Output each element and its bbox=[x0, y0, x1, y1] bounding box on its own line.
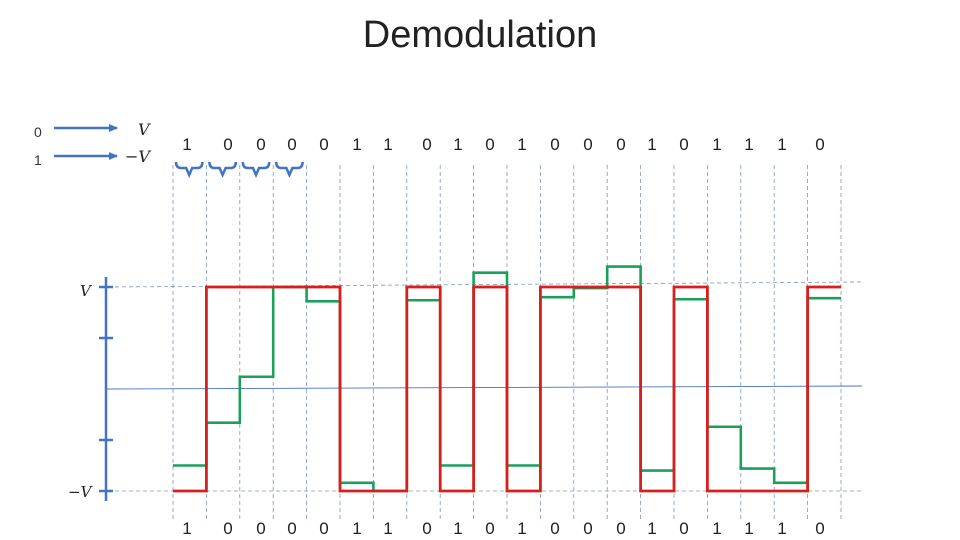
symbol-brace bbox=[208, 161, 238, 179]
bit-label-bottom: 1 bbox=[647, 519, 656, 538]
bit-label-bottom: 0 bbox=[422, 519, 431, 538]
bit-label-bottom: 1 bbox=[453, 519, 462, 538]
diagram-title: Demodulation bbox=[362, 14, 598, 56]
axis-layer bbox=[99, 277, 113, 501]
bit-label-top: 0 bbox=[319, 135, 328, 154]
bit-label-top: 0 bbox=[287, 135, 296, 154]
legend-one-label: 1 bbox=[34, 152, 42, 168]
bit-label-bottom: 1 bbox=[744, 519, 753, 538]
legend-zero-label: 0 bbox=[34, 124, 42, 140]
bit-label-bottom: 0 bbox=[679, 519, 688, 538]
bit-label-top: 1 bbox=[352, 135, 361, 154]
bit-label-bottom: 1 bbox=[352, 519, 361, 538]
bit-label-top: 1 bbox=[182, 135, 191, 154]
bit-label-top: 1 bbox=[712, 135, 721, 154]
bit-label-top: 1 bbox=[517, 135, 526, 154]
bit-label-top: 1 bbox=[744, 135, 753, 154]
bit-label-top: 0 bbox=[616, 135, 625, 154]
bit-label-top: 0 bbox=[485, 135, 494, 154]
bit-label-top: 1 bbox=[647, 135, 656, 154]
bit-label-bottom: 1 bbox=[182, 519, 191, 538]
legend: 0 1 V −V bbox=[34, 120, 151, 168]
grid-layer bbox=[105, 165, 863, 520]
bit-label-top: 0 bbox=[815, 135, 824, 154]
symbol-brace bbox=[241, 161, 271, 179]
symbol-brace bbox=[274, 161, 304, 179]
bit-label-bottom: 0 bbox=[223, 519, 232, 538]
label-layer: 1 0 0 0 0 1 1 0 1 0 1 0 0 0 1 0 1 1 1 0 1 0 0 0 0 1 1 0 1 0 1 0 0 0 1 0 1 1 1 0 bbox=[174, 135, 825, 538]
bit-label-top: 1 bbox=[453, 135, 462, 154]
bit-label-bottom: 0 bbox=[616, 519, 625, 538]
bit-label-top: 0 bbox=[422, 135, 431, 154]
bit-label-bottom: 1 bbox=[517, 519, 526, 538]
bit-label-bottom: 0 bbox=[256, 519, 265, 538]
bit-label-bottom: 0 bbox=[815, 519, 824, 538]
bit-label-top: 0 bbox=[223, 135, 232, 154]
axis-label-v: V bbox=[80, 282, 93, 300]
zero-line bbox=[105, 385, 863, 390]
bit-label-bottom: 0 bbox=[583, 519, 592, 538]
bit-label-bottom: 0 bbox=[319, 519, 328, 538]
legend-one-symbol: −V bbox=[125, 147, 151, 166]
bit-label-bottom: 1 bbox=[777, 519, 786, 538]
bit-label-bottom: 0 bbox=[287, 519, 296, 538]
signal-layer bbox=[173, 265, 841, 493]
bit-label-top: 1 bbox=[777, 135, 786, 154]
bit-label-top: 0 bbox=[679, 135, 688, 154]
bit-label-bottom: 0 bbox=[485, 519, 494, 538]
bit-label-bottom: 1 bbox=[383, 519, 392, 538]
symbol-brace bbox=[174, 161, 204, 179]
bit-label-top: 0 bbox=[583, 135, 592, 154]
bit-label-top: 0 bbox=[550, 135, 559, 154]
bit-label-top: 1 bbox=[383, 135, 392, 154]
bit-label-bottom: 0 bbox=[550, 519, 559, 538]
series-1-line bbox=[173, 285, 841, 493]
bit-label-top: 0 bbox=[256, 135, 265, 154]
legend-zero-symbol: V bbox=[138, 120, 151, 139]
bit-label-bottom: 1 bbox=[712, 519, 721, 538]
axis-label-minus-v: −V bbox=[68, 483, 94, 501]
